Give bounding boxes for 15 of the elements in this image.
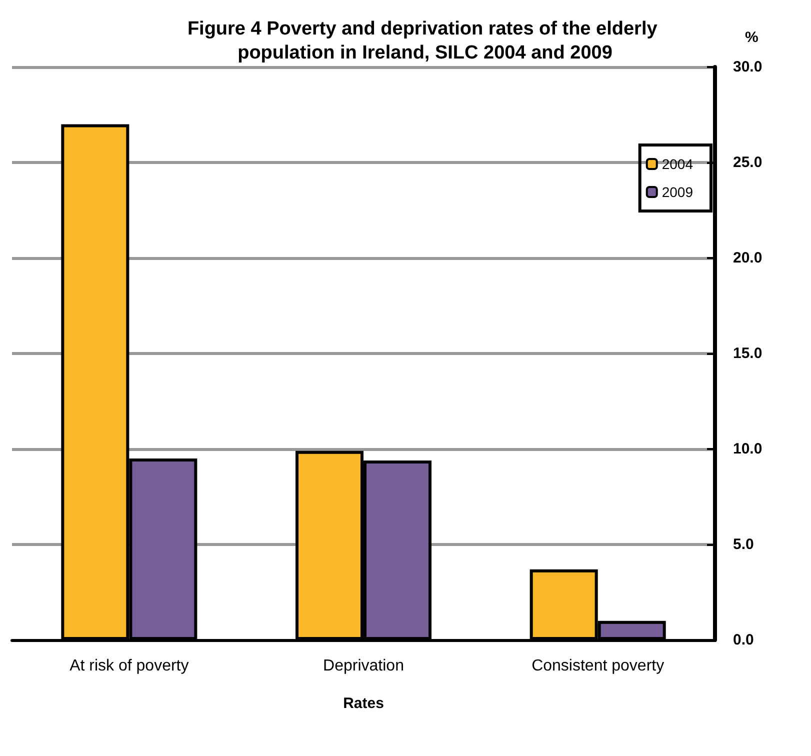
legend-label: 2004 — [662, 156, 694, 172]
y-tick-label: 0.0 — [733, 632, 754, 648]
y-tick-label: 10.0 — [733, 440, 762, 458]
x-tick-label: At risk of poverty — [70, 658, 189, 674]
x-tick-label: Deprivation — [323, 658, 404, 674]
y-tick-label: 20.0 — [733, 250, 762, 266]
chart-title: Figure 4 Poverty and deprivation rates of the elderly population in Ireland, SILC 2004 and 2009 — [187, 18, 663, 64]
y-tick-label: 15.0 — [733, 345, 762, 362]
y-tick-label: 25.0 — [733, 154, 762, 171]
y-tick-label: 5.0 — [733, 536, 754, 553]
x-tick-label: Consistent poverty — [532, 658, 664, 674]
y-axis-title: % — [745, 29, 758, 46]
x-axis-title: Rates — [343, 695, 384, 712]
y-tick-label: 30.0 — [733, 58, 762, 76]
legend-label: 2009 — [662, 184, 694, 200]
